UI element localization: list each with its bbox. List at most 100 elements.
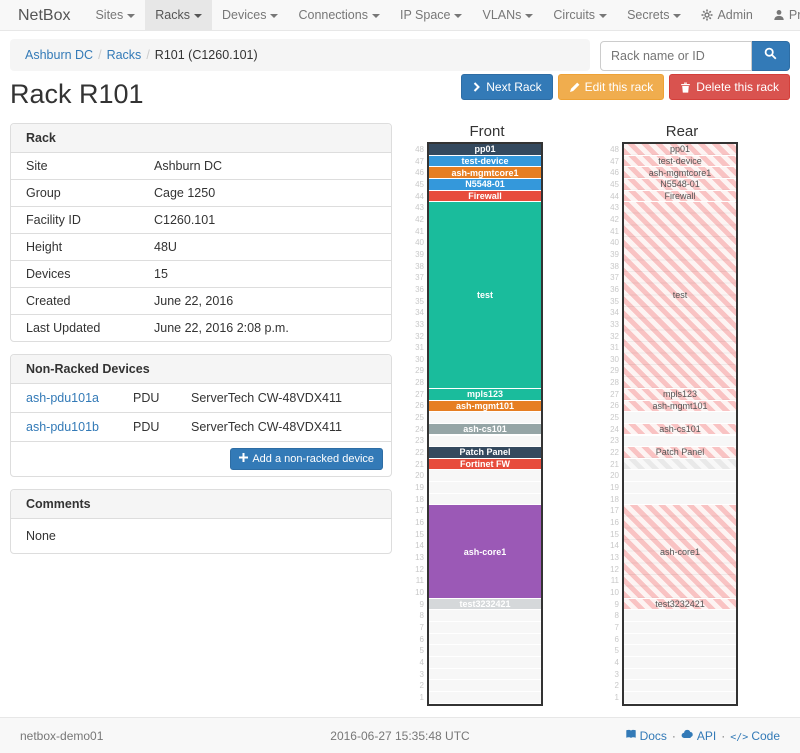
rack-slot-ash-mgmtcore1[interactable]: ash-mgmtcore1 [429, 167, 541, 178]
nav-item-vlans[interactable]: VLANs [472, 0, 543, 30]
unit-number: 44 [610, 191, 619, 201]
unit-number: 10 [610, 587, 619, 597]
rack-slot-pp01[interactable]: pp01 [429, 144, 541, 155]
unit-number: 9 [419, 599, 424, 609]
unit-number: 7 [614, 622, 619, 632]
unit-number: 26 [415, 401, 424, 411]
rack-slot-mpls123[interactable]: mpls123 [429, 388, 541, 400]
nav-item-connections[interactable]: Connections [288, 0, 390, 30]
rack-slot-test-device[interactable]: test-device [429, 155, 541, 167]
rack-slot-ash-mgmt101[interactable]: ash-mgmt101 [429, 400, 541, 412]
unit-number: 46 [415, 168, 424, 178]
unit-number: 33 [415, 319, 424, 329]
rack-slot-empty [624, 645, 736, 657]
unit-number: 18 [610, 494, 619, 504]
unit-number: 38 [610, 261, 619, 271]
code-icon [730, 729, 748, 743]
table-row: Devices 15 [11, 261, 391, 288]
row-value-link[interactable]: Ashburn DC [154, 159, 223, 173]
unit-number: 14 [610, 541, 619, 551]
search-input[interactable] [600, 41, 752, 71]
rack-slot-test3232421[interactable]: test3232421 [429, 598, 541, 610]
rack-slot-pp01[interactable]: pp01 [624, 144, 736, 155]
rack-slot-ash-mgmt101[interactable]: ash-mgmt101 [624, 400, 736, 412]
nav-item-racks[interactable]: Racks [145, 0, 212, 30]
table-row: Facility ID C1260.101 [11, 207, 391, 234]
rack-slot-n5548-01[interactable]: N5548-01 [429, 178, 541, 190]
rack-slot-n5548-01[interactable]: N5548-01 [624, 178, 736, 190]
unit-number: 5 [419, 646, 424, 656]
edit-rack-button[interactable]: Edit this rack [557, 74, 665, 100]
rack-slot-empty [624, 668, 736, 680]
unit-number: 45 [415, 179, 424, 189]
unit-number: 9 [614, 599, 619, 609]
delete-rack-button[interactable]: Delete this rack [669, 74, 790, 100]
rack-slot-label: Firewall [664, 190, 696, 201]
nav-item-circuits[interactable]: Circuits [543, 0, 617, 30]
rack-slot-empty [429, 412, 541, 423]
nav-item-secrets[interactable]: Secrets [617, 0, 691, 30]
caret-down-icon [127, 13, 136, 18]
rack-slot-fortinet-fw[interactable]: Fortinet FW [429, 458, 541, 470]
row-label: Facility ID [26, 213, 81, 227]
front-elevation: Front 48 47 46 45 44 43 42 41 40 39 38 37 36 35 34 33 32… [411, 123, 545, 706]
unit-number: 15 [610, 529, 619, 539]
rack-slot-ash-cs101[interactable]: ash-cs101 [624, 423, 736, 435]
rack-slot-test-device[interactable]: test-device [624, 155, 736, 167]
header-band: Rack R101 Next Rack Edit this rack Delet… [0, 71, 800, 117]
rack-slot-empty [624, 470, 736, 482]
nav-item-label: Sites [95, 8, 124, 22]
unit-number: 25 [610, 413, 619, 423]
rack-slot-test3232421[interactable]: test3232421 [624, 598, 736, 610]
rear-elevation-title: Rear [665, 123, 699, 140]
rack-slot-patch-panel[interactable]: Patch Panel [624, 447, 736, 458]
rack-slot-patch-panel[interactable]: Patch Panel [429, 447, 541, 458]
rack-slot-firewall[interactable]: Firewall [624, 190, 736, 202]
docs-link[interactable]: Docs [625, 728, 667, 743]
nav-item-devices[interactable]: Devices [212, 0, 288, 30]
unit-number: 8 [614, 611, 619, 621]
nav-item-admin[interactable]: Admin [691, 0, 762, 30]
brand-logo[interactable]: NetBox [18, 7, 71, 24]
caret-down-icon [454, 13, 463, 18]
rack-slot-ash-core1[interactable]: ash-core1 [429, 505, 541, 598]
rack-slot-label: test [672, 290, 688, 301]
row-value-link[interactable]: 15 [154, 267, 168, 281]
rack-slot-label: Fortinet FW [460, 459, 510, 470]
search-button[interactable] [752, 41, 790, 71]
rack-slot-test[interactable]: test [624, 202, 736, 388]
rack-slot-ash-core1[interactable]: ash-core1 [624, 505, 736, 598]
rack-slot-test[interactable]: test [429, 202, 541, 388]
rack-slot-label: test-device [461, 155, 509, 166]
nav-item-ip-space[interactable]: IP Space [390, 0, 473, 30]
unit-number: 47 [610, 156, 619, 166]
breadcrumb-racks-link[interactable]: Racks [106, 48, 142, 62]
nav-item-profile[interactable]: Profile [763, 0, 800, 30]
unit-number: 29 [415, 366, 424, 376]
row-value-link[interactable]: Cage 1250 [154, 186, 216, 200]
rack-slot-empty [429, 680, 541, 692]
nav-item-sites[interactable]: Sites [85, 0, 145, 30]
unit-number: 33 [610, 319, 619, 329]
rack-slot-label: test [476, 290, 493, 301]
unit-number: 20 [415, 471, 424, 481]
device-link[interactable]: ash-pdu101b [26, 420, 99, 434]
unit-number: 11 [610, 576, 619, 586]
breadcrumb-site-link[interactable]: Ashburn DC [25, 48, 94, 62]
unit-number: 34 [415, 308, 424, 318]
footer-timestamp: 2016-06-27 15:35:48 UTC [330, 729, 470, 743]
add-nonracked-device-button[interactable]: Add a non-racked device [230, 448, 383, 470]
next-rack-button[interactable]: Next Rack [461, 74, 553, 100]
rack-slot-empty [624, 692, 736, 703]
rack-slot-firewall[interactable]: Firewall [429, 190, 541, 202]
rack-slot-ash-mgmtcore1[interactable]: ash-mgmtcore1 [624, 167, 736, 178]
footer-hostname: netbox-demo01 [20, 729, 104, 743]
unit-number: 48 [415, 145, 424, 154]
device-link[interactable]: ash-pdu101a [26, 391, 99, 405]
code-link[interactable]: Code [730, 729, 780, 743]
rack-slot-empty [429, 470, 541, 482]
unit-number: 34 [610, 308, 619, 318]
rack-slot-ash-cs101[interactable]: ash-cs101 [429, 423, 541, 435]
rack-slot-mpls123[interactable]: mpls123 [624, 388, 736, 400]
api-link[interactable]: API [681, 728, 716, 743]
